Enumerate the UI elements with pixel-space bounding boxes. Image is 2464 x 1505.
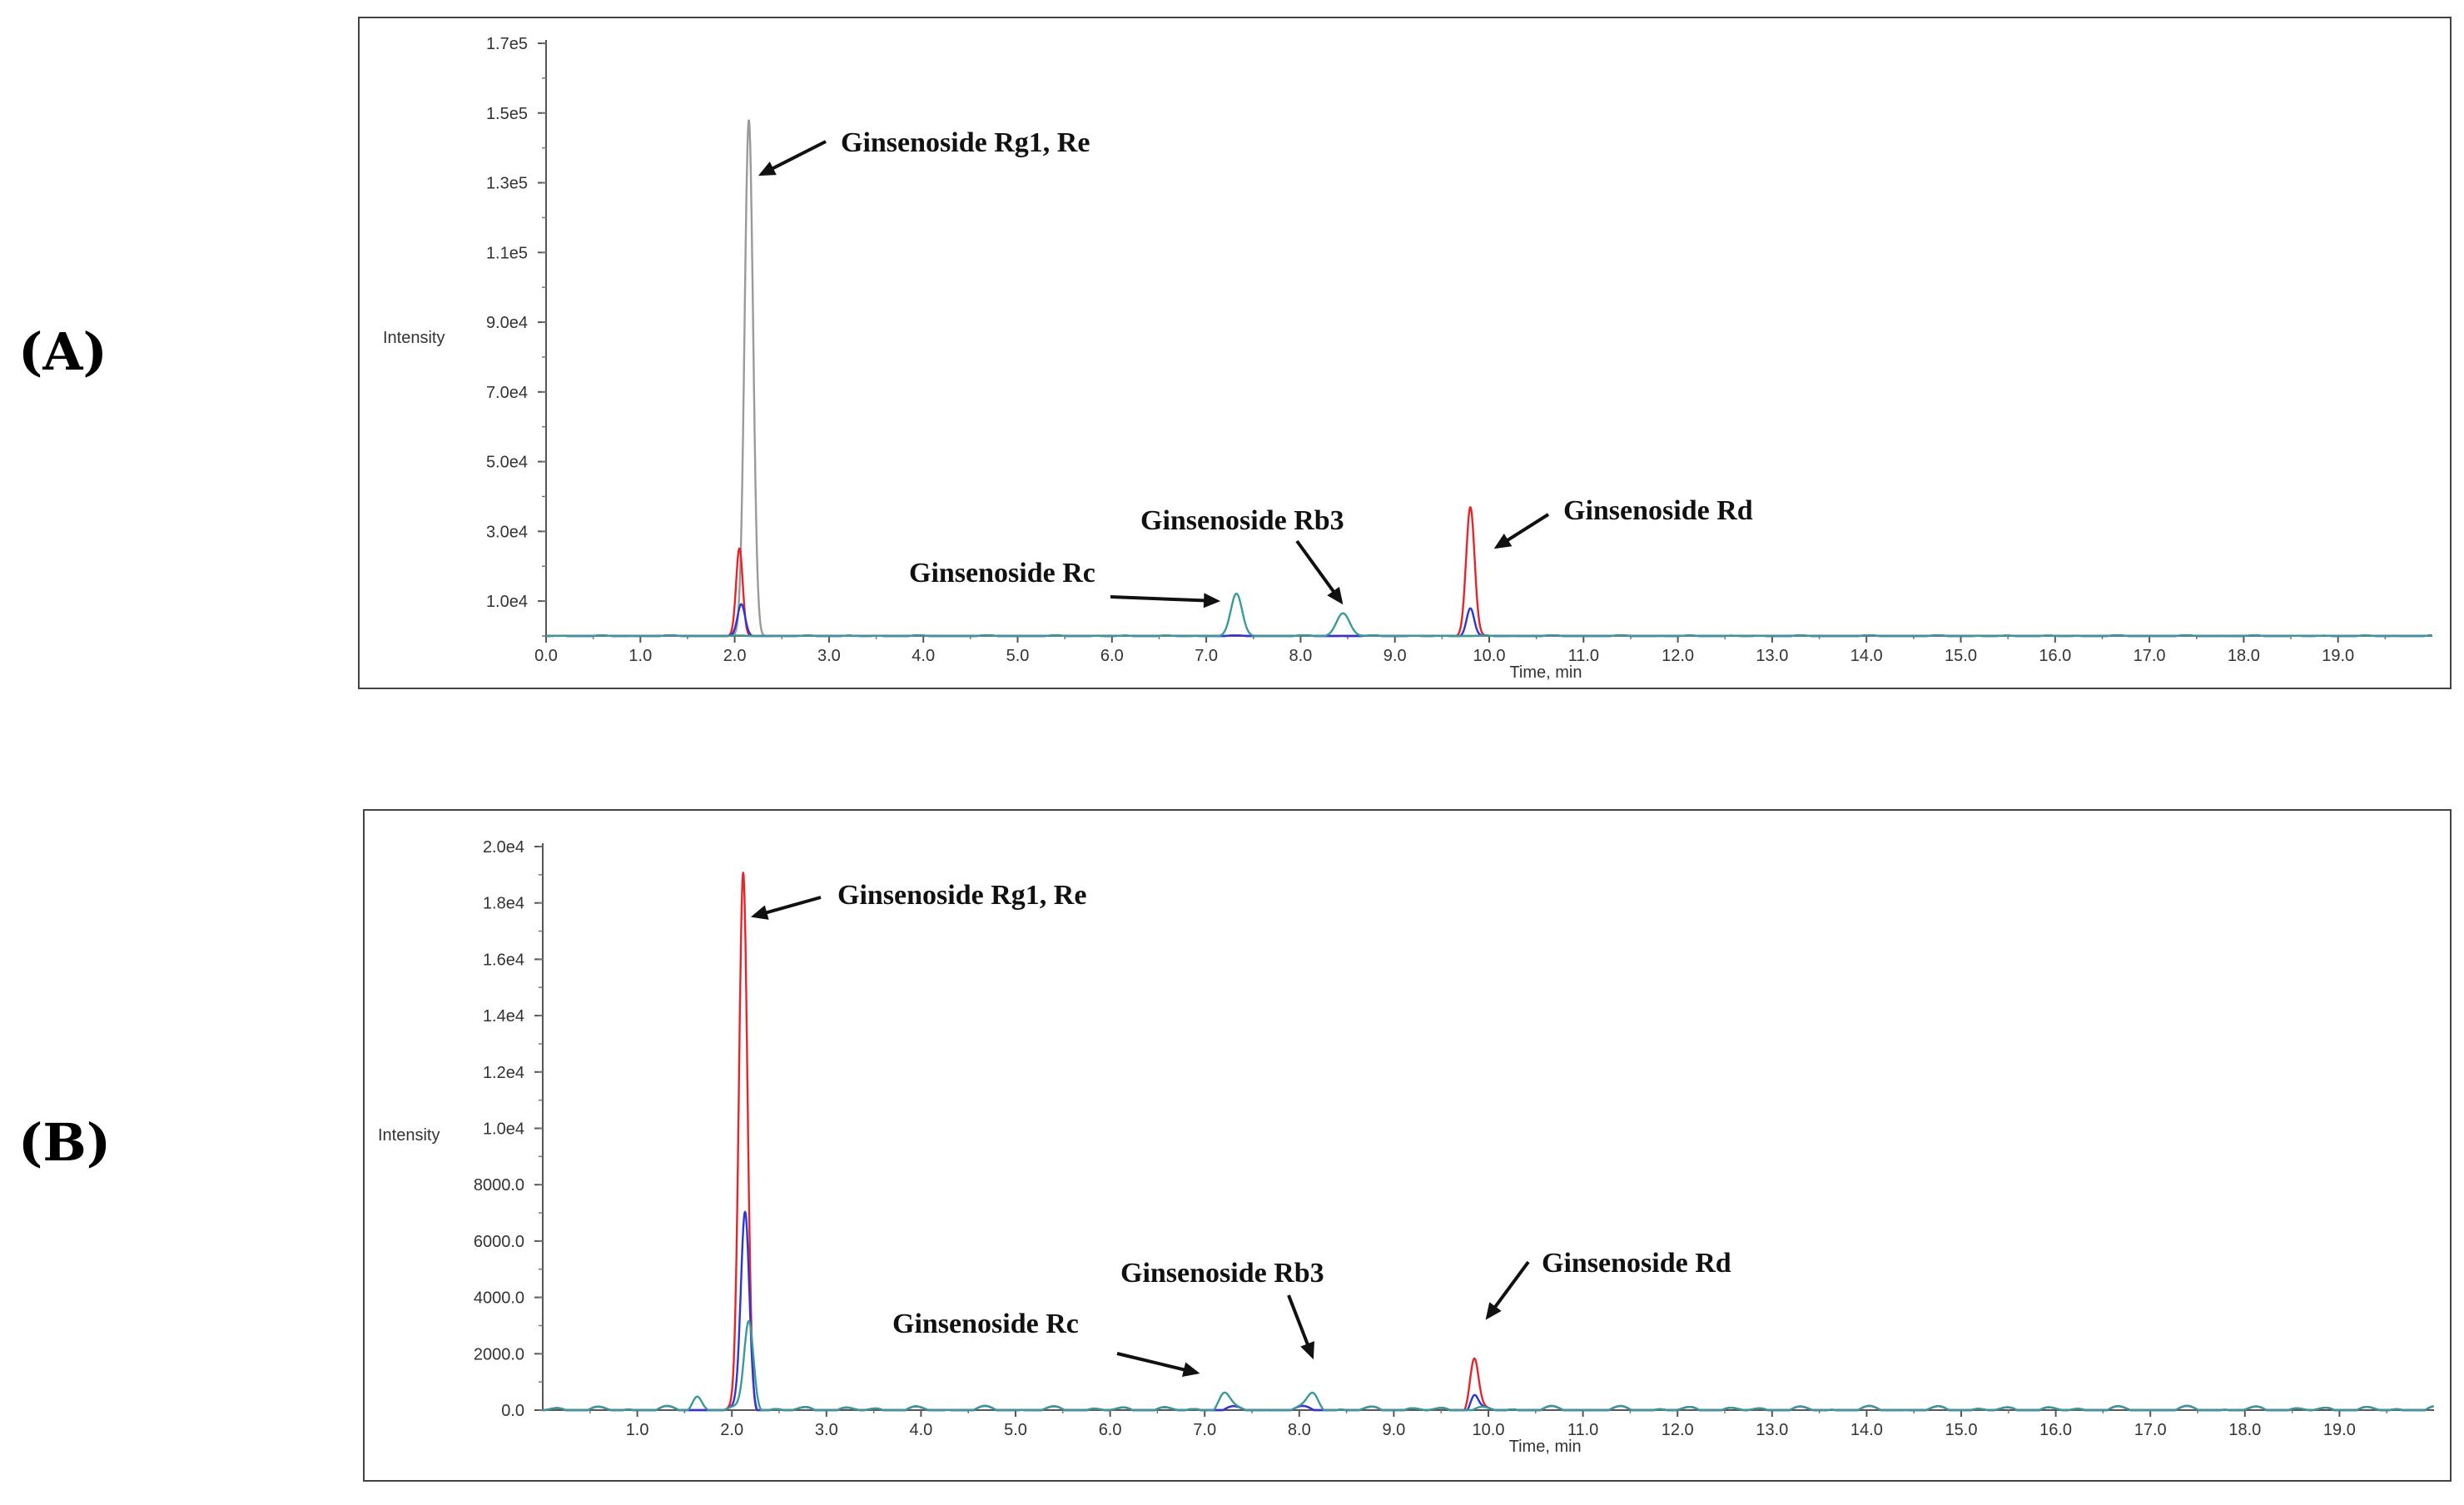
x-tick-label: 14.0 (1850, 1421, 1883, 1439)
x-tick-label: 16.0 (2039, 1421, 2072, 1439)
x-tick-label: 2.0 (720, 1421, 743, 1439)
annotation-arrow-head (1203, 593, 1221, 608)
x-tick-label: 13.0 (1756, 647, 1788, 665)
x-tick-label: 7.0 (1193, 1421, 1216, 1439)
panel-a-label: (A) (18, 321, 107, 382)
x-tick-label: 10.0 (1473, 647, 1506, 665)
y-tick-label: 9.0e4 (486, 314, 528, 332)
x-axis-title: Time, min (1509, 663, 1582, 682)
panel-b-chart: 0.0 2000.0 4000.0 6000.0 8000.0 1.0e4 1.2e4 1.4… (363, 809, 2452, 1482)
y-tick-label: 1.6e4 (483, 951, 524, 969)
y-tick-label: 3.0e4 (486, 523, 528, 541)
y-tick-label: 5.0e4 (486, 454, 528, 472)
x-tick-label: 15.0 (1945, 647, 1977, 665)
x-tick-label: 19.0 (2322, 647, 2354, 665)
x-tick-label: 14.0 (1850, 647, 1883, 665)
x-tick-label: 13.0 (1756, 1421, 1788, 1439)
peak-annotation-label: Ginsenoside Rc (892, 1309, 1079, 1339)
y-tick-label: 7.0e4 (486, 384, 528, 402)
peak-annotation-label: Ginsenoside Rg1, Re (841, 127, 1090, 158)
peak-annotation-label: Ginsenoside Rd (1542, 1248, 1731, 1279)
x-tick-label: 5.0 (1006, 647, 1030, 665)
x-tick-label: 11.0 (1568, 647, 1599, 665)
y-tick-label: 1.2e4 (483, 1064, 524, 1082)
series-line-teal (542, 1319, 2435, 1412)
annotation-arrow-line (1116, 1352, 1198, 1375)
x-tick-label: 12.0 (1662, 647, 1694, 665)
y-tick-label: 8000.0 (474, 1176, 524, 1195)
x-tick-label: 9.0 (1384, 647, 1407, 665)
x-tick-label: 15.0 (1945, 1421, 1978, 1439)
y-tick-label: 1.0e4 (483, 1120, 524, 1139)
x-tick-label: 6.0 (1099, 1421, 1122, 1439)
annotation-arrow-head (1300, 1341, 1315, 1360)
y-tick-label: 1.8e4 (483, 895, 524, 913)
x-tick-label: 10.0 (1473, 1421, 1505, 1439)
series-line-red (542, 872, 2435, 1412)
x-tick-label: 4.0 (912, 647, 935, 665)
x-tick-label: 8.0 (1289, 647, 1312, 665)
x-tick-label: 7.0 (1195, 647, 1218, 665)
x-tick-label: 3.0 (815, 1421, 838, 1439)
x-tick-label: 4.0 (909, 1421, 932, 1439)
x-tick-label: 5.0 (1004, 1421, 1027, 1439)
x-tick-label: 2.0 (723, 647, 747, 665)
x-tick-label: 11.0 (1567, 1421, 1598, 1439)
panel-a-chart: 1.0e4 3.0e4 5.0e4 7.0e4 9.0e4 1.1e5 1.3e5 1.5e5… (358, 17, 2452, 689)
annotation-arrow-line (1110, 595, 1218, 603)
chromatogram-b: 0.0 2000.0 4000.0 6000.0 8000.0 1.0e4 1.2e4 1.4… (378, 838, 2435, 1456)
peak-annotation-label: Ginsenoside Rd (1563, 495, 1753, 526)
series-line-gray (545, 119, 2433, 638)
series-line-red (545, 506, 2433, 638)
y-tick-label: 2000.0 (474, 1345, 524, 1363)
chromatogram-a: 1.0e4 3.0e4 5.0e4 7.0e4 9.0e4 1.1e5 1.3e5 1.5e5… (383, 35, 2433, 682)
y-tick-label: 1.0e4 (486, 593, 528, 611)
x-tick-label: 3.0 (817, 647, 841, 665)
y-tick-label: 1.4e4 (483, 1007, 524, 1026)
y-tick-label: 1.5e5 (486, 105, 528, 123)
peak-annotation-label: Ginsenoside Rc (909, 558, 1095, 589)
x-tick-label: 16.0 (2039, 647, 2071, 665)
y-tick-label: 4000.0 (474, 1289, 524, 1308)
x-axis-title: Time, min (1509, 1438, 1582, 1456)
series-line-teal (545, 593, 2433, 638)
y-tick-label: 1.7e5 (486, 35, 528, 53)
y-axis-title: Intensity (378, 1126, 440, 1145)
series-line-blue (545, 603, 2433, 638)
annotation-arrow-head (750, 905, 769, 920)
x-tick-label: 18.0 (2228, 647, 2260, 665)
x-tick-label: 9.0 (1382, 1421, 1405, 1439)
peak-annotation-label: Ginsenoside Rg1, Re (837, 880, 1086, 911)
panel-b-label: (B) (18, 1112, 112, 1173)
x-tick-label: 19.0 (2323, 1421, 2356, 1439)
annotation-arrow-head (758, 161, 777, 176)
x-tick-label: 0.0 (534, 647, 558, 665)
y-tick-label: 6000.0 (474, 1233, 524, 1251)
x-tick-label: 18.0 (2228, 1421, 2261, 1439)
x-tick-label: 6.0 (1100, 647, 1124, 665)
annotation-arrow-head (1327, 586, 1344, 605)
y-tick-label: 1.1e5 (486, 244, 528, 262)
y-tick-label: 0.0 (501, 1402, 524, 1420)
x-tick-label: 8.0 (1288, 1421, 1311, 1439)
annotation-arrow-head (1181, 1362, 1200, 1378)
y-tick-label: 2.0e4 (483, 838, 524, 857)
x-tick-label: 17.0 (2134, 647, 2166, 665)
y-tick-label: 1.3e5 (486, 175, 528, 193)
x-tick-label: 12.0 (1662, 1421, 1694, 1439)
annotation-arrow-head (1493, 534, 1513, 549)
x-tick-label: 1.0 (626, 1421, 649, 1439)
peak-annotation-label: Ginsenoside Rb3 (1140, 505, 1344, 536)
x-tick-label: 1.0 (628, 647, 652, 665)
annotation-arrow-head (1485, 1302, 1502, 1320)
y-axis-title: Intensity (383, 329, 445, 347)
x-tick-label: 17.0 (2134, 1421, 2167, 1439)
peak-annotation-label: Ginsenoside Rb3 (1120, 1258, 1324, 1289)
